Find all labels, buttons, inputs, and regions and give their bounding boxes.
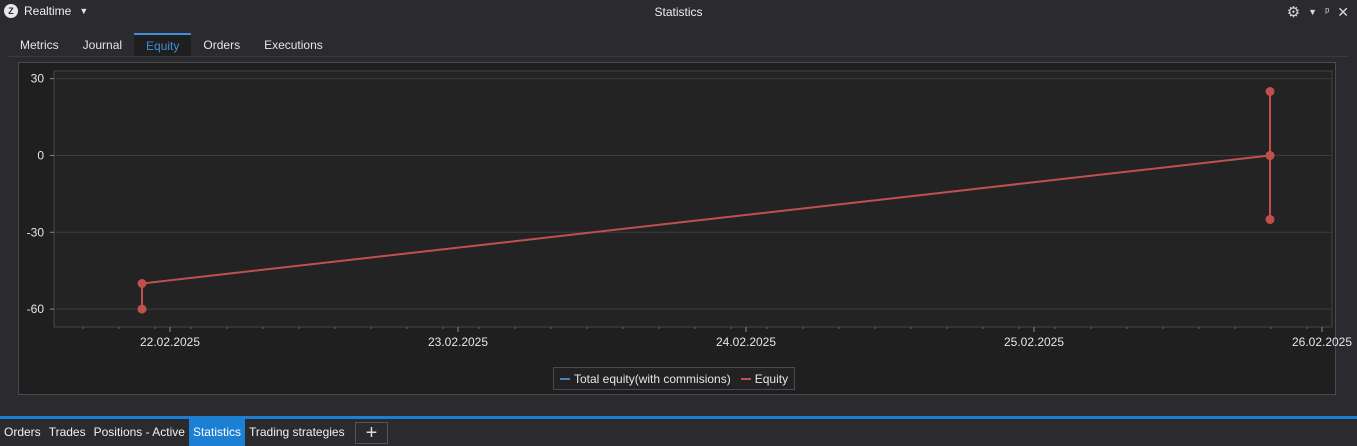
bottom-tab-orders[interactable]: Orders — [4, 425, 41, 439]
x-tick-label: 26.02.2025 — [1292, 335, 1352, 349]
window-title: Statistics — [654, 5, 703, 19]
close-icon[interactable]: ✕ — [1337, 3, 1349, 20]
y-axis: 30 0 -30 -60 — [27, 72, 54, 316]
window-controls: ⚙ ▼ ᵖ ✕ — [1286, 3, 1349, 22]
series-layer — [137, 86, 1275, 314]
x-tick-label: 22.02.2025 — [140, 335, 200, 349]
series-point — [1265, 150, 1275, 160]
x-tick-label: 25.02.2025 — [1004, 335, 1064, 349]
bottom-tab-statistics[interactable]: Statistics — [188, 419, 245, 446]
bottom-tab-trading-strategies[interactable]: Trading strategies — [248, 425, 345, 439]
grid-lines — [54, 78, 1332, 310]
legend-swatch-blue — [560, 377, 570, 380]
legend-label: Equity — [754, 371, 789, 386]
tab-strip: Metrics Journal Equity Orders Executions — [8, 33, 335, 57]
tab-orders[interactable]: Orders — [203, 38, 241, 52]
chart-legend: Total equity(with commisions) Equity — [553, 367, 796, 390]
series-point — [137, 304, 147, 314]
tab-metrics[interactable]: Metrics — [20, 38, 59, 52]
tab-executions[interactable]: Executions — [264, 38, 323, 52]
plot-area — [53, 70, 1333, 328]
pin-icon[interactable]: ᵖ — [1325, 6, 1330, 18]
series-point — [137, 278, 147, 288]
x-axis: 22.02.2025 23.02.2025 24.02.2025 25.02.2025… — [82, 327, 1352, 349]
caret-down-icon[interactable]: ▼ — [79, 6, 89, 16]
bottom-accent-line — [0, 416, 1357, 419]
add-tab-button[interactable]: + — [354, 421, 389, 444]
title-bar: Z Realtime ▼ Statistics ⚙ ▼ ᵖ ✕ — [0, 0, 1357, 24]
y-tick-label: 0 — [37, 148, 44, 162]
series-point — [1265, 86, 1275, 96]
tab-equity[interactable]: Equity — [134, 33, 192, 57]
mode-selector[interactable]: Z Realtime ▼ — [4, 4, 88, 18]
tab-divider — [8, 56, 1349, 57]
legend-item-total-equity[interactable]: Total equity(with commisions) — [560, 372, 731, 386]
gear-icon[interactable]: ⚙ — [1286, 4, 1301, 21]
legend-label: Total equity(with commisions) — [574, 371, 731, 386]
x-tick-label: 24.02.2025 — [716, 335, 776, 349]
legend-swatch-red — [740, 377, 751, 380]
y-tick-label: 30 — [31, 72, 45, 86]
series-point — [1265, 214, 1275, 224]
bottom-tab-trades[interactable]: Trades — [48, 425, 86, 439]
settings-caret-icon[interactable]: ▼ — [1308, 7, 1318, 17]
tab-journal[interactable]: Journal — [82, 38, 123, 52]
app-logo-icon: Z — [4, 4, 18, 18]
legend-item-equity[interactable]: Equity — [740, 371, 789, 386]
bottom-tab-positions-active[interactable]: Positions - Active — [93, 425, 185, 439]
x-tick-label: 23.02.2025 — [428, 335, 488, 349]
y-tick-label: -30 — [27, 225, 45, 239]
mode-label: Realtime — [24, 4, 72, 18]
bottom-tab-bar: Orders Trades Positions - Active Statist… — [0, 419, 1357, 446]
y-tick-label: -60 — [27, 302, 45, 316]
